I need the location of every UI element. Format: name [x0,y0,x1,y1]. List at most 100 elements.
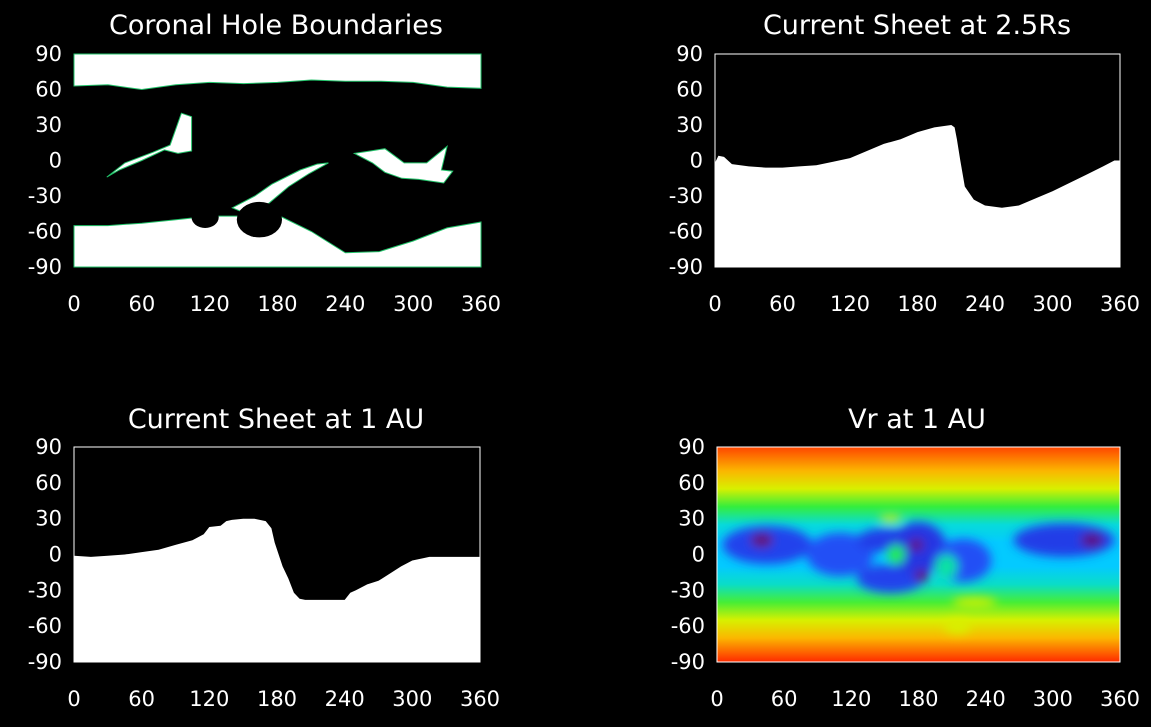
y-tick-label: 0 [692,543,705,567]
y-tick-label: 60 [676,78,703,102]
x-tick-label: 60 [128,687,155,711]
speed-feature [750,533,773,548]
y-tick-label: -60 [671,614,705,638]
y-tick-label: 90 [676,42,703,66]
y-tick-label: -90 [669,255,703,279]
y-tick-label: 90 [35,42,62,66]
panel-current-sheet-2-5rs: Current Sheet at 2.5Rs 9060300-30-60-90 … [669,10,1140,316]
y-tick-label: 30 [676,113,703,137]
speed-feature [935,554,958,579]
plot-frame [714,53,1121,268]
y-tick-labels: 90 60 30 0 -30 -60 -90 [28,42,62,279]
x-tick-labels: 0 60 120 180 240 300 360 [67,292,501,316]
x-tick-label: 120 [830,292,870,316]
negative-polarity-region [74,518,480,662]
speed-feature [915,570,929,582]
y-tick-label: -60 [669,220,703,244]
speed-feature [1013,523,1115,557]
x-tick-label: 180 [257,292,297,316]
speed-feature [887,544,906,565]
plot-area [716,446,1121,663]
y-tick-label: 30 [678,507,705,531]
y-tick-label: -30 [28,184,62,208]
y-tick-label: -90 [28,650,62,674]
y-tick-label: 90 [35,435,62,459]
plot-frame [73,446,481,663]
speed-feature [1080,533,1104,548]
x-tick-label: 0 [708,292,721,316]
x-tick-label: 360 [461,292,501,316]
plot-area [714,53,1121,268]
y-tick-labels: 90 60 30 0 -30 -60 -90 [671,435,705,674]
x-tick-label: 240 [325,292,365,316]
closed-region [191,206,219,228]
speed-features [722,515,1115,634]
chart-title: Coronal Hole Boundaries [109,10,443,41]
x-tick-label: 300 [1032,292,1072,316]
y-tick-label: -90 [28,255,62,279]
x-tick-label: 360 [1100,687,1140,711]
x-tick-label: 240 [966,687,1006,711]
y-tick-label: 0 [49,543,62,567]
x-tick-label: 180 [898,687,938,711]
y-tick-label: 30 [35,113,62,137]
plot-area [73,53,482,268]
speed-feature [952,597,997,608]
low-latitude-hole [352,144,454,184]
y-tick-label: -30 [669,184,703,208]
x-tick-label: 120 [190,292,230,316]
y-tick-labels: 90 60 30 0 -30 -60 -90 [669,42,703,279]
y-tick-label: 60 [35,78,62,102]
x-tick-label: 60 [128,292,155,316]
x-tick-label: 0 [67,687,80,711]
y-tick-label: 60 [678,471,705,495]
y-tick-label: -60 [28,614,62,638]
chart-title: Current Sheet at 1 AU [128,404,424,435]
y-tick-label: -30 [671,578,705,602]
x-tick-label: 240 [965,292,1005,316]
x-tick-label: 360 [1100,292,1140,316]
x-tick-labels: 0 60 120 180 240 300 360 [67,687,500,711]
plot-frame [716,446,1121,663]
south-polar-hole [73,214,482,268]
x-tick-label: 240 [325,687,365,711]
north-polar-hole [73,53,482,91]
x-tick-label: 180 [257,687,297,711]
x-tick-label: 0 [710,687,723,711]
chart-title: Current Sheet at 2.5Rs [763,10,1071,41]
speed-feature [806,533,874,576]
y-tick-label: 60 [35,471,62,495]
x-tick-label: 360 [460,687,500,711]
y-tick-label: -60 [28,220,62,244]
x-tick-label: 60 [771,687,798,711]
y-tick-label: 30 [35,507,62,531]
chart-title: Vr at 1 AU [848,404,986,435]
plot-area [73,446,481,663]
x-tick-label: 180 [897,292,937,316]
panel-coronal-hole-boundaries: Coronal Hole Boundaries 9060300-30-60-90… [28,10,501,316]
speed-feature [909,538,923,551]
closed-region [236,201,283,238]
speed-feature [879,515,902,523]
x-tick-label: 0 [67,292,80,316]
x-tick-label: 60 [769,292,796,316]
x-tick-labels: 0 60 120 180 240 300 360 [708,292,1140,316]
y-tick-label: 90 [678,435,705,459]
x-tick-label: 300 [1033,687,1073,711]
y-tick-labels: 90 60 30 0 -30 -60 -90 [28,435,62,674]
x-tick-label: 300 [392,687,432,711]
y-tick-label: 0 [690,149,703,173]
low-latitude-hole [106,112,193,178]
negative-polarity-region [715,125,1120,267]
speed-feature [944,619,972,634]
x-tick-labels: 0 60 120 180 240 300 360 [710,687,1140,711]
y-tick-label: -30 [28,578,62,602]
x-tick-label: 120 [189,687,229,711]
x-tick-label: 120 [831,687,871,711]
y-tick-label: -90 [671,650,705,674]
y-tick-label: 0 [49,149,62,173]
x-tick-label: 300 [393,292,433,316]
